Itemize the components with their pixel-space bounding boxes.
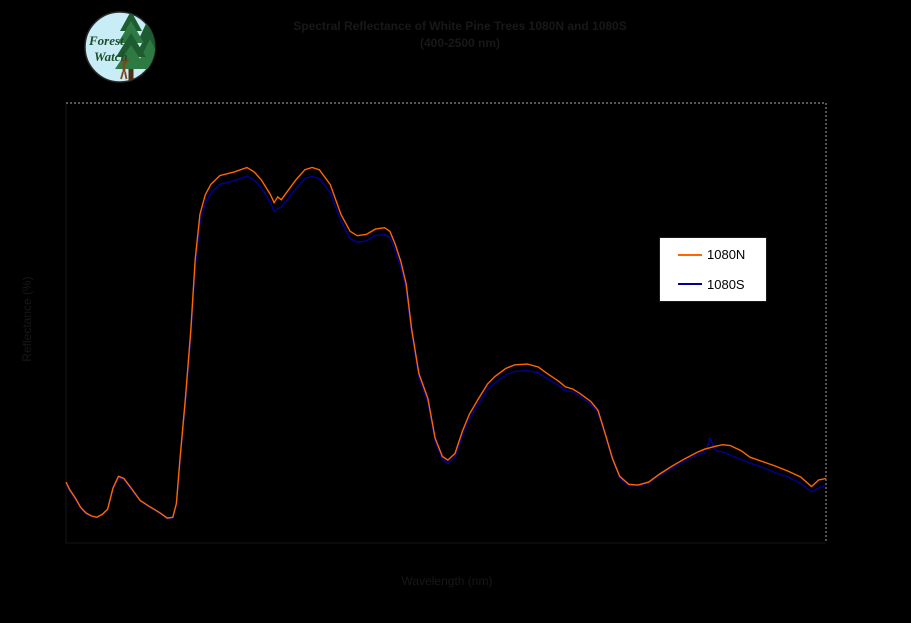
legend: 1080N 1080S <box>659 237 767 302</box>
chart-title-line1: Spectral Reflectance of White Pine Trees… <box>293 19 627 33</box>
logo-person <box>120 57 130 80</box>
logo-text-watch: Watch <box>94 49 128 64</box>
data-series-curves <box>65 166 827 520</box>
legend-label-1080S: 1080S <box>707 276 745 292</box>
y-axis-title: Reflectance (%) <box>20 276 34 362</box>
x-axis-title: Wavelength (nm) <box>401 574 493 588</box>
forest-watch-logo: Forest Watch <box>84 11 156 83</box>
legend-label-1080N: 1080N <box>707 247 746 263</box>
legend-item-1080N: 1080N <box>678 247 766 262</box>
chart-title-line2: (400-2500 nm) <box>419 36 501 51</box>
legend-item-1080S: 1080S <box>678 277 766 292</box>
chart-title-block: Spectral Reflectance of White Pine Trees… <box>120 18 800 53</box>
legend-swatch-1080N <box>678 253 702 256</box>
curve-1080S <box>65 175 827 520</box>
curve-1080N <box>65 166 827 519</box>
legend-swatch-1080S <box>678 283 702 286</box>
logo-text-forest: Forest <box>88 33 124 48</box>
